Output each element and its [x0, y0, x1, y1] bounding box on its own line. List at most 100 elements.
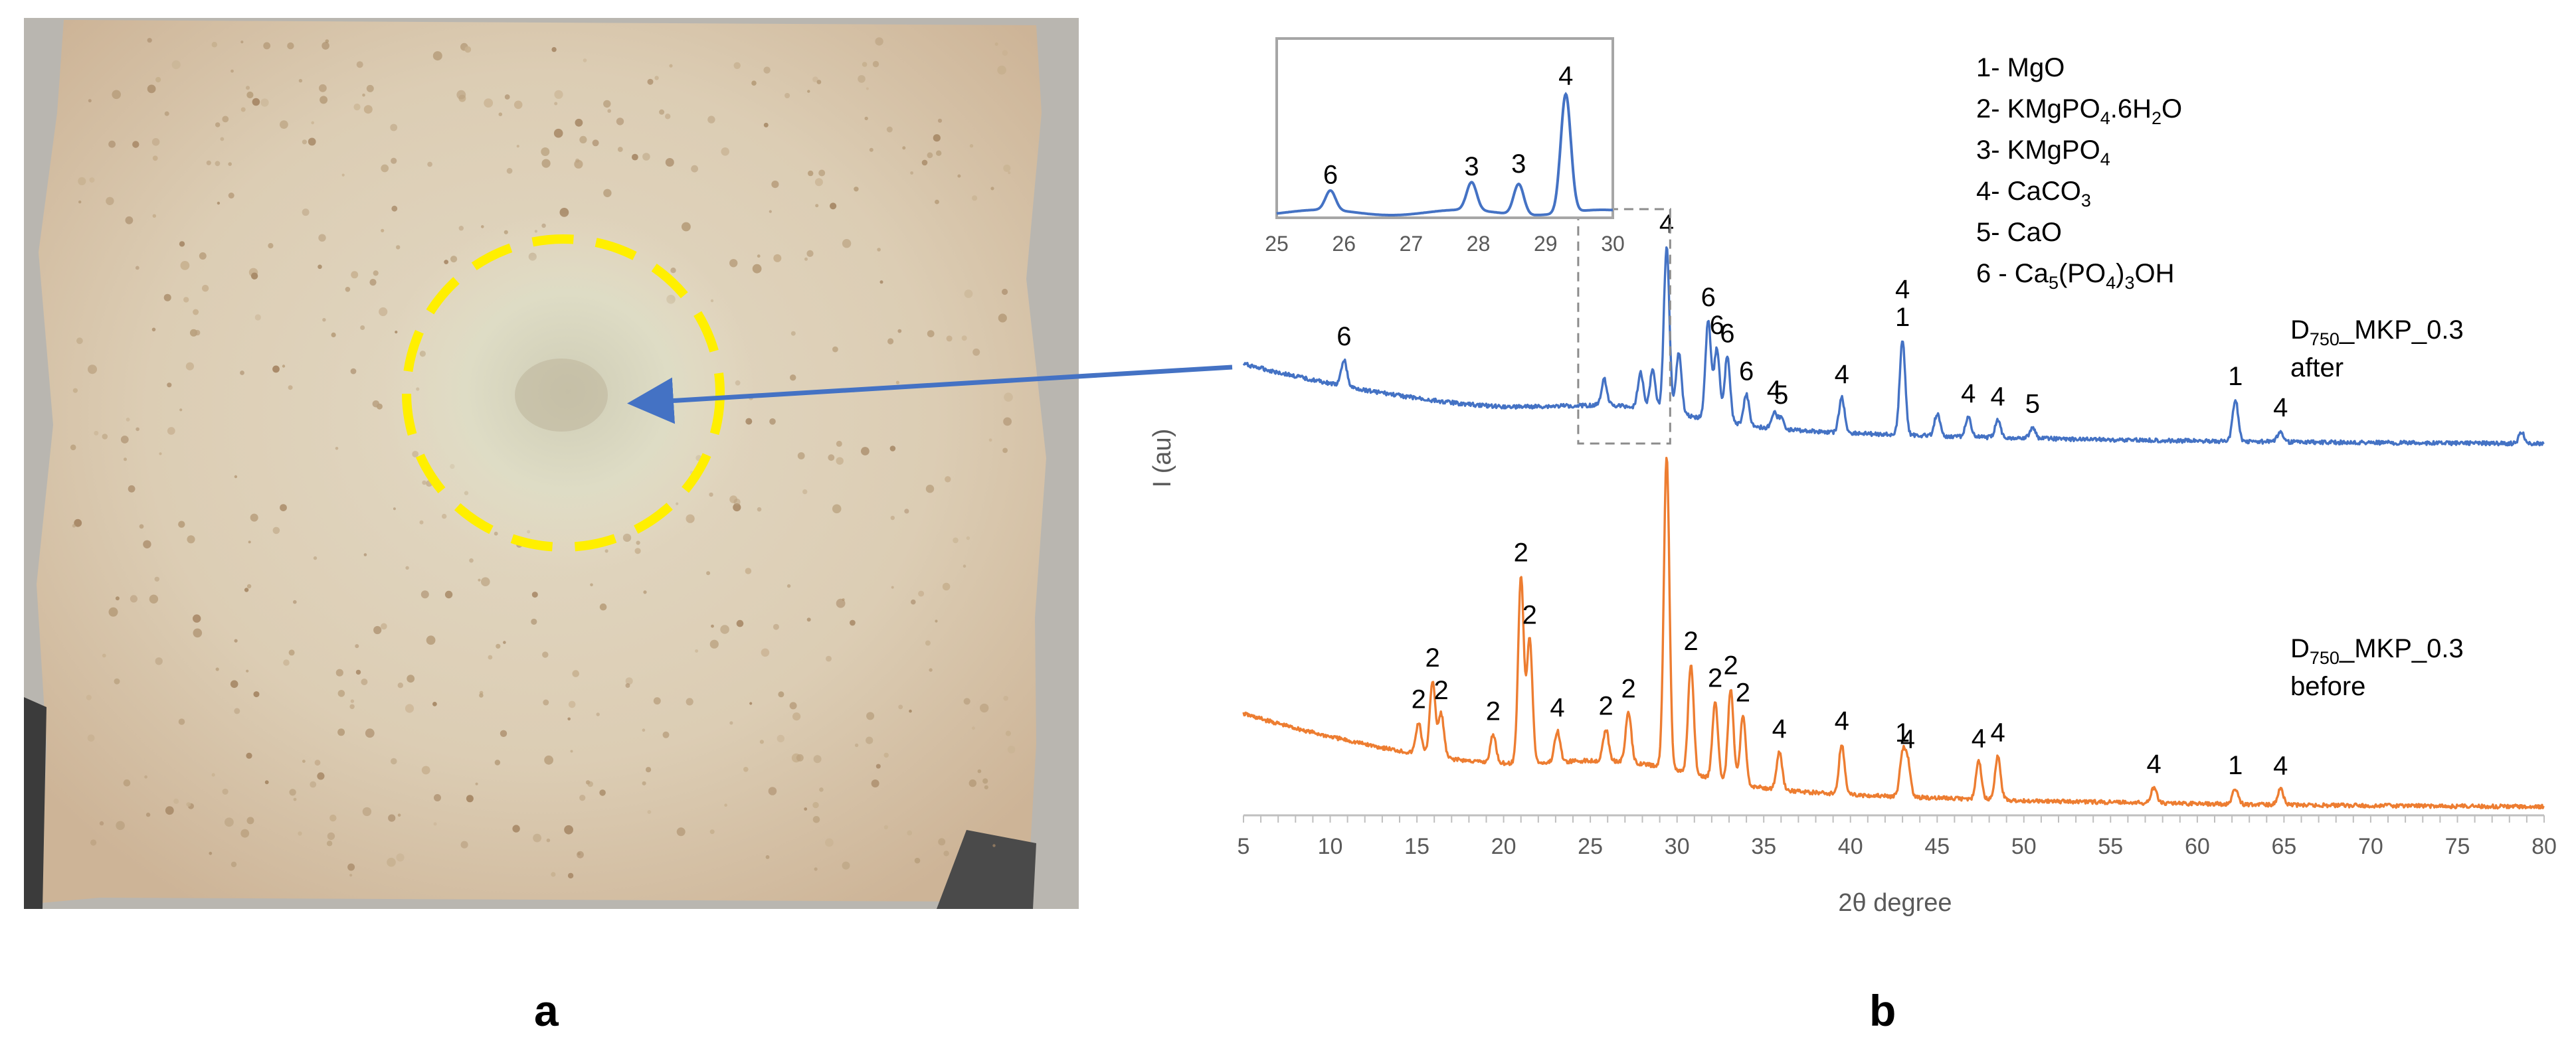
- x-axis-label: 2θ degree: [1838, 889, 1952, 917]
- speckle: [969, 144, 974, 148]
- speckle: [864, 116, 868, 121]
- speckle: [215, 667, 219, 671]
- speckle: [937, 118, 943, 123]
- pointer-arrow: [627, 365, 1233, 424]
- speckle: [590, 583, 593, 587]
- speckle: [171, 60, 181, 70]
- series-name-second: before: [2290, 672, 2365, 701]
- speckle: [155, 76, 161, 83]
- speckle: [551, 46, 557, 52]
- speckle: [769, 210, 772, 213]
- speckle: [642, 728, 646, 732]
- speckle: [420, 590, 429, 599]
- speckle: [963, 698, 970, 705]
- speckle: [826, 655, 832, 662]
- speckle: [349, 704, 355, 710]
- speckle: [825, 838, 834, 847]
- speckle: [984, 785, 988, 789]
- speckle: [90, 839, 97, 846]
- peak-label: 1: [2228, 362, 2243, 391]
- peak-label: 2: [1708, 663, 1722, 692]
- speckle: [836, 598, 846, 608]
- speckle: [961, 335, 967, 341]
- legend-item: 1- MgO: [1976, 53, 2065, 82]
- speckle: [814, 867, 818, 871]
- speckle: [263, 42, 271, 50]
- speckle: [289, 789, 296, 796]
- speckle: [1005, 730, 1011, 736]
- zoom-region-box: [1577, 208, 1671, 445]
- speckle: [372, 400, 380, 408]
- peak-label: 4: [1835, 706, 1849, 736]
- speckle: [253, 691, 260, 698]
- speckle: [733, 503, 741, 512]
- speckle: [246, 86, 250, 90]
- speckle: [653, 697, 661, 705]
- speckle: [577, 851, 584, 858]
- speckle: [456, 90, 466, 100]
- speckle: [869, 147, 874, 152]
- speckle: [966, 536, 970, 540]
- series-line-before: [1242, 457, 2545, 810]
- speckle: [228, 193, 234, 199]
- speckle: [759, 740, 764, 744]
- peak-label: 4: [1550, 693, 1564, 722]
- speckle: [682, 222, 691, 232]
- speckle: [173, 798, 179, 804]
- speckle: [272, 527, 280, 534]
- speckle: [167, 427, 175, 435]
- speckle: [102, 434, 108, 440]
- speckle: [102, 653, 106, 658]
- speckle: [895, 380, 899, 384]
- speckle: [513, 100, 523, 110]
- speckle: [886, 126, 893, 133]
- speckle: [972, 726, 975, 730]
- speckle: [494, 760, 501, 766]
- speckle: [599, 789, 606, 796]
- speckle: [572, 670, 579, 677]
- speckle: [814, 178, 823, 187]
- speckle: [222, 788, 229, 795]
- speckle: [193, 614, 201, 623]
- speckle: [120, 436, 129, 444]
- speckle: [433, 822, 437, 826]
- speckle: [145, 812, 151, 817]
- peak-label: 2: [1486, 696, 1501, 726]
- speckle: [225, 817, 234, 827]
- inset-peak-label: 6: [1323, 161, 1338, 190]
- speckle: [405, 566, 409, 570]
- speckle: [662, 731, 670, 738]
- speckle: [349, 874, 353, 877]
- speckle: [935, 199, 939, 204]
- speckle: [287, 42, 294, 50]
- speckle: [144, 775, 148, 779]
- speckle: [927, 152, 933, 159]
- speckle: [356, 61, 363, 68]
- speckle: [302, 760, 306, 763]
- speckle: [743, 767, 749, 772]
- speckle: [875, 37, 883, 46]
- speckle: [777, 734, 785, 743]
- x-tick-label: 30: [1665, 834, 1690, 859]
- speckle: [585, 780, 591, 785]
- peak-label: 4: [1772, 714, 1787, 744]
- speckle: [228, 162, 232, 166]
- speckle: [1002, 50, 1008, 56]
- panel-label-a: a: [534, 986, 559, 1035]
- peak-label: 2: [1723, 651, 1738, 681]
- speckle: [980, 703, 989, 713]
- speckle: [139, 524, 144, 529]
- speckle: [363, 553, 367, 556]
- speckle: [246, 817, 254, 825]
- speckle: [240, 107, 246, 112]
- speckle: [832, 504, 842, 514]
- inset-series-line: [1276, 92, 1613, 216]
- speckle: [818, 169, 826, 177]
- peak-label: 6: [1710, 311, 1724, 340]
- speckle: [152, 214, 156, 218]
- speckle: [512, 825, 520, 833]
- speckle: [178, 718, 185, 725]
- legend-item: 2- KMgPO4.6H2O: [1976, 94, 2182, 128]
- speckle: [272, 365, 280, 373]
- speckle: [579, 795, 586, 801]
